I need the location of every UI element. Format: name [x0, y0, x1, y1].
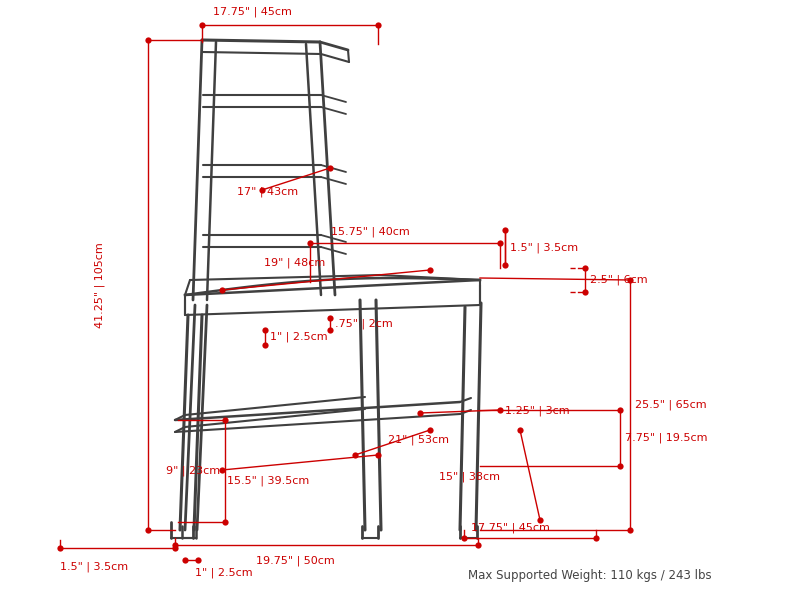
Text: 1.5" | 3.5cm: 1.5" | 3.5cm [60, 562, 128, 572]
Text: 15.5" | 39.5cm: 15.5" | 39.5cm [227, 476, 309, 487]
Text: 1.25" | 3cm: 1.25" | 3cm [505, 406, 570, 416]
Text: 41.25" | 105cm: 41.25" | 105cm [94, 242, 106, 328]
Text: 9" | 23cm: 9" | 23cm [166, 466, 220, 476]
Text: 2.5" | 6cm: 2.5" | 6cm [590, 275, 648, 285]
Text: 17.75" | 45cm: 17.75" | 45cm [470, 523, 550, 533]
Text: 19" | 48cm: 19" | 48cm [264, 257, 326, 268]
Text: Max Supported Weight: 110 kgs / 243 lbs: Max Supported Weight: 110 kgs / 243 lbs [468, 569, 712, 583]
Text: 15" | 38cm: 15" | 38cm [439, 472, 500, 482]
Text: 1" | 2.5cm: 1" | 2.5cm [195, 568, 253, 578]
Text: 1" | 2.5cm: 1" | 2.5cm [270, 332, 328, 342]
Text: 17.75" | 45cm: 17.75" | 45cm [213, 7, 291, 17]
Text: 21" | 53cm: 21" | 53cm [388, 434, 449, 445]
Text: 17" | 43cm: 17" | 43cm [237, 187, 298, 197]
Text: 1.5" | 3.5cm: 1.5" | 3.5cm [510, 243, 578, 253]
Text: 15.75" | 40cm: 15.75" | 40cm [330, 226, 410, 237]
Text: 7.75" | 19.5cm: 7.75" | 19.5cm [625, 433, 707, 443]
Text: .75" | 2cm: .75" | 2cm [335, 319, 393, 329]
Text: 25.5" | 65cm: 25.5" | 65cm [635, 400, 706, 410]
Text: 19.75" | 50cm: 19.75" | 50cm [256, 555, 334, 565]
